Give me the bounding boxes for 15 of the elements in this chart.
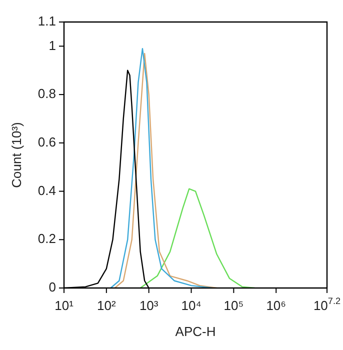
y-tick-label: 0: [48, 280, 56, 295]
y-tick-label: 1.1: [38, 14, 56, 29]
x-tick-label: 10¹: [54, 298, 74, 313]
x-tick-label: 10⁵: [224, 298, 244, 313]
y-tick-label: 0.8: [38, 86, 56, 102]
x-tick-label: 10⁶: [266, 298, 286, 313]
x-axis-title: APC-H: [175, 324, 216, 339]
y-tick-label: 1: [48, 38, 56, 53]
x-tick-label: 10³: [139, 298, 159, 313]
y-tick-label: 0.2: [38, 231, 56, 246]
y-tick-label: 0.6: [38, 134, 56, 150]
x-tick-label: 10⁴: [181, 298, 202, 313]
y-axis-title: Count (10³): [9, 122, 24, 188]
y-tick-label: 0.4: [38, 182, 56, 198]
x-tick-label: 10²: [97, 298, 116, 313]
